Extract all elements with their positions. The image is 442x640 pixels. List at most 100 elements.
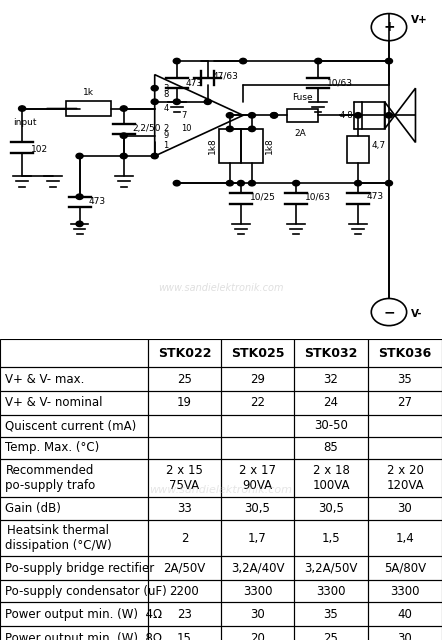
Text: 1,4: 1,4 [396, 532, 415, 545]
Text: 2,2/50: 2,2/50 [133, 124, 161, 133]
Text: 473: 473 [88, 197, 106, 206]
Text: 22: 22 [250, 396, 265, 410]
Bar [294, 459, 368, 497]
Text: www.sandielektronik.com: www.sandielektronik.com [149, 484, 293, 495]
Text: 33: 33 [177, 502, 192, 515]
Text: 25: 25 [177, 372, 192, 385]
Bar [0, 580, 148, 602]
Bar [148, 367, 221, 391]
Circle shape [315, 58, 322, 64]
Bar [221, 580, 294, 602]
Circle shape [120, 133, 127, 138]
Bar [368, 367, 442, 391]
Bar [221, 497, 294, 520]
Text: V+ & V- max.: V+ & V- max. [5, 372, 84, 385]
Text: 30,5: 30,5 [318, 502, 344, 515]
Bar [368, 580, 442, 602]
Bar [148, 437, 221, 459]
Text: 102: 102 [31, 145, 48, 154]
Text: 27: 27 [397, 396, 412, 410]
Text: Power output min. (W)  8Ω: Power output min. (W) 8Ω [5, 632, 162, 640]
Circle shape [120, 106, 127, 111]
Bar [347, 136, 369, 163]
Circle shape [248, 113, 255, 118]
Bar [294, 497, 368, 520]
Circle shape [385, 113, 392, 118]
Bar [368, 520, 442, 556]
Bar [368, 626, 442, 640]
Text: 30: 30 [398, 632, 412, 640]
Text: 1,7: 1,7 [248, 532, 267, 545]
Bar [368, 602, 442, 626]
Circle shape [173, 99, 180, 104]
Text: Po-supply condensator (uF): Po-supply condensator (uF) [5, 585, 167, 598]
Bar [368, 497, 442, 520]
Bar [221, 391, 294, 415]
Bar [148, 497, 221, 520]
Text: 4: 4 [164, 104, 169, 113]
Bar [0, 459, 148, 497]
Bar [221, 339, 294, 367]
Bar [362, 102, 385, 129]
Text: 20: 20 [250, 632, 265, 640]
Text: +: + [383, 20, 395, 34]
Bar [66, 101, 110, 116]
Circle shape [385, 180, 392, 186]
Bar [221, 626, 294, 640]
Text: 9: 9 [164, 131, 169, 140]
Text: 2 x 17
90VA: 2 x 17 90VA [239, 463, 276, 492]
Bar [294, 391, 368, 415]
Text: Fuse: Fuse [292, 93, 312, 102]
Text: 3: 3 [164, 84, 169, 93]
Circle shape [151, 154, 158, 159]
Text: STK032: STK032 [304, 347, 358, 360]
Text: 3,2A/50V: 3,2A/50V [304, 562, 358, 575]
Circle shape [173, 58, 180, 64]
Circle shape [173, 180, 180, 186]
Text: −: − [383, 305, 395, 319]
Bar [294, 415, 368, 437]
Text: 2: 2 [181, 532, 188, 545]
Text: 35: 35 [324, 607, 339, 621]
Text: 3300: 3300 [316, 585, 346, 598]
Bar [148, 602, 221, 626]
Bar [0, 415, 148, 437]
Text: 2A/50V: 2A/50V [164, 562, 206, 575]
Bar [0, 556, 148, 580]
Bar [221, 367, 294, 391]
Text: 85: 85 [324, 441, 339, 454]
Text: 2: 2 [164, 124, 169, 133]
Bar [221, 437, 294, 459]
Bar [0, 437, 148, 459]
Bar [148, 391, 221, 415]
Text: 30: 30 [250, 607, 265, 621]
Bar [294, 520, 368, 556]
Bar [221, 520, 294, 556]
Circle shape [237, 180, 244, 186]
Text: 473: 473 [367, 192, 384, 201]
Bar [221, 415, 294, 437]
Text: 25: 25 [324, 632, 339, 640]
Text: Power output min. (W)  4Ω: Power output min. (W) 4Ω [5, 607, 162, 621]
Circle shape [354, 180, 362, 186]
Bar [148, 556, 221, 580]
Bar [221, 556, 294, 580]
Text: 1k: 1k [83, 88, 94, 97]
Bar [148, 580, 221, 602]
Text: 23: 23 [177, 607, 192, 621]
Text: V+: V+ [411, 15, 428, 26]
Bar [294, 580, 368, 602]
Circle shape [240, 58, 247, 64]
Text: Heatsink thermal
dissipation (°C/W): Heatsink thermal dissipation (°C/W) [5, 524, 112, 552]
Text: STK025: STK025 [231, 347, 284, 360]
Bar [148, 626, 221, 640]
Text: 2 x 18
100VA: 2 x 18 100VA [312, 463, 350, 492]
Text: 1k8: 1k8 [265, 138, 274, 154]
Circle shape [354, 113, 362, 118]
Text: V-: V- [411, 309, 423, 319]
Bar [287, 109, 318, 122]
Circle shape [226, 113, 233, 118]
Text: Temp. Max. (°C): Temp. Max. (°C) [5, 441, 99, 454]
Text: 8: 8 [164, 90, 169, 99]
Circle shape [120, 154, 127, 159]
